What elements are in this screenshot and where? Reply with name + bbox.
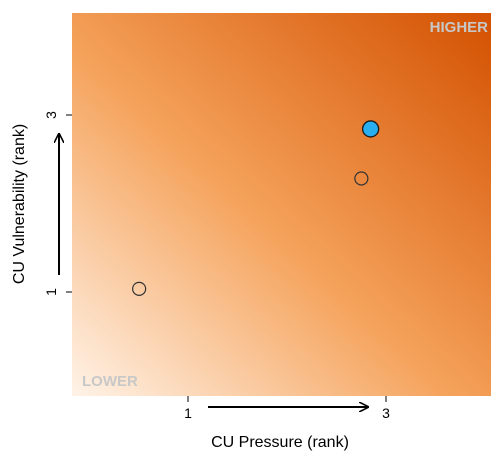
lower-label: LOWER <box>82 373 138 390</box>
x-tick-label-3: 3 <box>382 405 390 421</box>
plot-background <box>72 13 491 396</box>
highlighted-data-point <box>361 120 380 138</box>
data-point-2 <box>354 171 369 186</box>
x-axis-title: CU Pressure (rank) <box>211 434 349 451</box>
data-points <box>132 120 380 296</box>
y-tick-label-1: 1 <box>43 288 59 296</box>
y-axis-title: CU Vulnerability (rank) <box>11 124 28 284</box>
y-tick-label-3: 3 <box>43 111 59 119</box>
higher-label: HIGHER <box>430 19 489 36</box>
data-point-1 <box>132 281 147 296</box>
x-tick-label-1: 1 <box>184 405 192 421</box>
